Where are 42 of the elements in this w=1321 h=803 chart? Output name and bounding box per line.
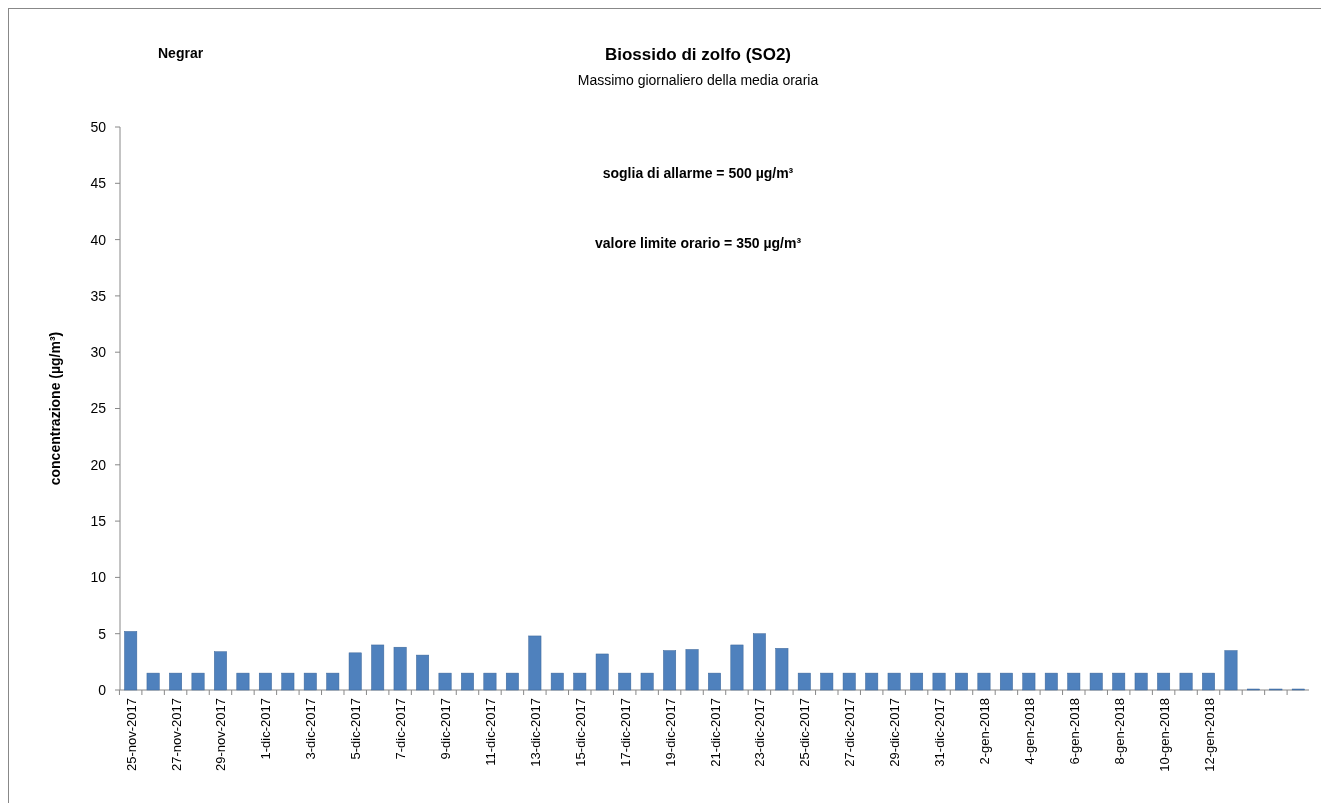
x-tick-label: 15-dic-2017: [572, 698, 588, 767]
x-tick-label: 31-dic-2017: [932, 698, 948, 767]
x-tick-label: 19-dic-2017: [662, 698, 678, 767]
x-tick-label: 17-dic-2017: [617, 698, 633, 767]
x-tick-label: 27-dic-2017: [842, 698, 858, 767]
x-tick-label: 11-dic-2017: [482, 698, 498, 766]
annotation: soglia di allarme = 500 µg/m³: [602, 165, 794, 181]
y-tick-label: 35: [90, 287, 107, 304]
x-tick-label: 9-dic-2017: [438, 698, 454, 760]
y-tick-label: 50: [90, 118, 107, 135]
y-tick-label: 5: [98, 625, 107, 642]
x-tick-label: 3-dic-2017: [303, 698, 319, 760]
x-tick-label: 25-nov-2017: [123, 698, 139, 771]
x-tick-label: 7-dic-2017: [393, 698, 409, 760]
chart-subtitle: Massimo giornaliero della media oraria: [577, 72, 819, 88]
x-tick-label: 23-dic-2017: [752, 698, 768, 767]
x-tick-label: 29-dic-2017: [887, 698, 903, 767]
x-tick-label: 27-nov-2017: [168, 698, 184, 771]
y-axis-title: concentrazione (µg/m³): [47, 331, 63, 486]
annotation: valore limite orario = 350 µg/m³: [594, 235, 802, 251]
y-tick-label: 20: [90, 456, 107, 473]
y-tick-label: 0: [98, 681, 107, 698]
x-tick-label: 2-gen-2018: [976, 698, 992, 765]
x-tick-label: 1-dic-2017: [258, 698, 274, 760]
x-tick-label: 5-dic-2017: [348, 698, 364, 760]
y-tick-label: 40: [90, 231, 107, 248]
x-tick-label: 21-dic-2017: [707, 698, 723, 767]
y-tick-label: 30: [90, 344, 107, 361]
y-tick-label: 15: [90, 513, 107, 529]
x-tick-label: 29-nov-2017: [213, 698, 229, 771]
x-tick-label: 12-gen-2018: [1201, 698, 1217, 772]
x-tick-label: 10-gen-2018: [1156, 698, 1172, 772]
y-tick-label: 45: [90, 175, 107, 192]
text: Negrar: [158, 45, 204, 61]
x-tick-label: 25-dic-2017: [797, 698, 813, 767]
x-tick-label: 4-gen-2018: [1021, 698, 1037, 765]
x-tick-label: 13-dic-2017: [527, 698, 543, 767]
y-tick-label: 10: [90, 569, 107, 586]
chart-title: Biossido di zolfo (SO2): [604, 45, 792, 64]
y-tick-label: 25: [90, 400, 107, 417]
x-tick-label: 6-gen-2018: [1066, 698, 1082, 765]
x-tick-label: 8-gen-2018: [1111, 698, 1127, 765]
